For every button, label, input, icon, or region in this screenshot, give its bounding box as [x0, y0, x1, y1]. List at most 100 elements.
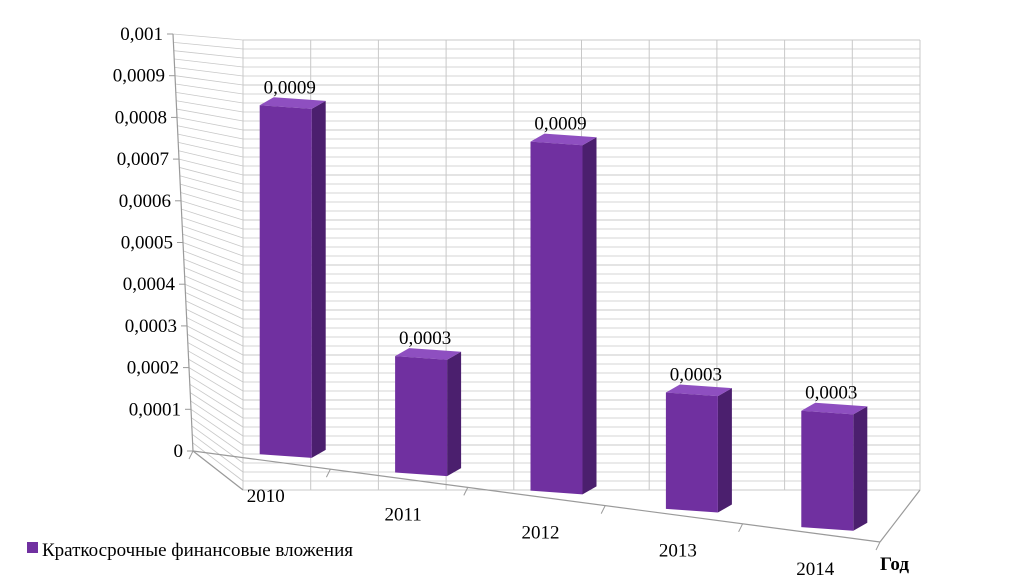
grid-line-depth [185, 292, 244, 320]
data-label: 0,0003 [399, 328, 451, 349]
bar-top [395, 348, 462, 360]
y-tick-label: 0,0006 [119, 191, 171, 212]
grid-line-depth [172, 33, 244, 41]
grid-line-depth [174, 66, 244, 77]
y-tick-label: 0,0001 [129, 399, 181, 420]
grid-line-depth [184, 283, 244, 311]
x-axis-title: Год [880, 554, 909, 575]
bar-2010 [259, 97, 326, 458]
bar-side [717, 388, 732, 513]
legend-swatch [27, 542, 38, 553]
bar-front [665, 392, 718, 513]
legend-label: Краткосрочные финансовые вложения [42, 540, 353, 561]
bar-top [530, 133, 597, 146]
grid-line-depth [179, 167, 244, 185]
y-tick-label: 0,0005 [121, 233, 173, 254]
grid-line-depth [186, 317, 244, 347]
bar-front [530, 141, 583, 495]
x-tick-label: 2014 [796, 559, 835, 580]
bar-2013 [665, 384, 732, 513]
y-tick-label: 0,0007 [117, 149, 169, 170]
x-axis-line [192, 450, 881, 543]
grid-line-depth [186, 308, 244, 338]
x-tick-label: 2011 [384, 504, 421, 525]
bars [259, 97, 868, 531]
grid-line-depth [179, 175, 244, 194]
grid-line-depth [180, 183, 244, 203]
bar-front [395, 356, 448, 477]
grid-line-depth [191, 417, 244, 455]
y-axis-ticks: 0 0,0001 0,0002 0,0003 0,0004 0,0005 0,0006 0,0… [113, 24, 183, 462]
x-tick-mark [600, 505, 606, 514]
grid-line-depth [180, 192, 244, 212]
bar-2012 [530, 133, 597, 495]
grid-line-depth [184, 267, 244, 293]
grid-line-depth [174, 75, 244, 86]
data-label: 0,0009 [264, 77, 316, 98]
x-tick-label: 2013 [659, 541, 697, 562]
bar-side [582, 137, 597, 495]
grid-line-depth [178, 142, 244, 158]
y-tick-label: 0,0008 [115, 107, 167, 128]
grid-line-depth [183, 258, 244, 284]
grid-line-depth [176, 100, 244, 113]
y-tick-label: 0,001 [120, 24, 163, 45]
grid-line-depth [187, 333, 244, 365]
grid-line-depth [189, 375, 244, 410]
bar-side [447, 351, 462, 477]
bar-top [801, 402, 868, 415]
data-label: 0,0003 [670, 365, 722, 386]
grid-line-depth [178, 150, 244, 167]
y-tick-label: 0,0002 [127, 358, 179, 379]
grid-line-depth [182, 233, 244, 257]
grid-line-depth [181, 217, 244, 239]
bar-2014 [801, 402, 868, 531]
grid-line-depth [191, 425, 244, 464]
floor-edge [192, 450, 244, 491]
bar-top [665, 384, 732, 397]
bar-side [853, 406, 868, 531]
x-tick-mark [738, 523, 744, 533]
grid-line-depth [186, 325, 244, 356]
bar-side [311, 100, 326, 458]
grid-line-depth [188, 350, 244, 383]
grid-line-depth [177, 125, 244, 140]
x-tick-label: 2010 [247, 486, 285, 507]
grid-line-depth [182, 225, 244, 248]
x-tick-mark [188, 450, 194, 460]
grid-line-depth [184, 275, 244, 302]
axes [167, 33, 921, 551]
x-tick-label: 2012 [522, 523, 560, 544]
y-tick-label: 0,0009 [113, 66, 165, 87]
x-tick-mark [875, 541, 881, 551]
data-label: 0,0009 [534, 114, 586, 135]
grid-line-depth [173, 41, 244, 50]
x-tick-mark [463, 487, 469, 496]
grid-line-depth [191, 433, 244, 473]
bar-front [801, 410, 854, 531]
grid-line-depth [180, 200, 244, 221]
grid-line-depth [190, 400, 244, 437]
grid-line-depth [187, 342, 244, 374]
bar-2011 [395, 348, 462, 477]
grid-line-depth [176, 117, 244, 131]
grid-line-depth [190, 408, 244, 446]
grid-line-depth [181, 208, 244, 230]
grid-line-depth [175, 83, 244, 95]
floor-edge [879, 489, 921, 543]
grid-line-depth [176, 108, 244, 122]
x-axis-ticks: 2010 2011 2012 2013 2014 [247, 486, 835, 580]
grid-line-depth [174, 58, 244, 68]
data-labels: 0,0009 0,0003 0,0009 0,0003 0,0003 [264, 77, 858, 403]
grid-line-depth [185, 300, 244, 329]
grid-line-depth [175, 91, 244, 104]
y-tick-label: 0,0004 [123, 274, 176, 295]
y-tick-label: 0 [174, 441, 184, 462]
bar-top [259, 97, 326, 109]
bar-front [259, 105, 312, 458]
legend: Краткосрочные финансовые вложения [27, 540, 353, 561]
y-tick-label: 0,0003 [125, 316, 177, 337]
grid-line-depth [177, 133, 244, 149]
